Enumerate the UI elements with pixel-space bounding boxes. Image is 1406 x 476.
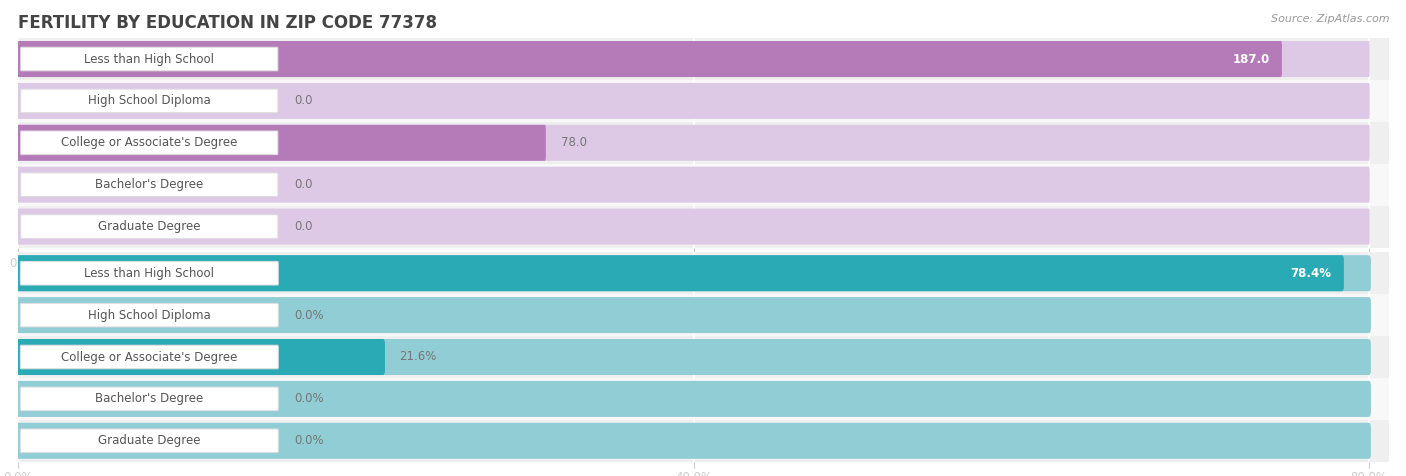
Text: 0.0%: 0.0% (294, 392, 323, 406)
FancyBboxPatch shape (18, 420, 1389, 462)
Text: 0.0: 0.0 (294, 220, 312, 233)
FancyBboxPatch shape (18, 122, 1389, 164)
FancyBboxPatch shape (17, 255, 1344, 291)
FancyBboxPatch shape (17, 381, 1371, 417)
FancyBboxPatch shape (20, 429, 278, 453)
Text: Less than High School: Less than High School (84, 267, 214, 280)
FancyBboxPatch shape (20, 345, 278, 369)
FancyBboxPatch shape (17, 208, 1369, 245)
FancyBboxPatch shape (17, 339, 1371, 375)
FancyBboxPatch shape (17, 167, 1369, 203)
FancyBboxPatch shape (21, 47, 278, 71)
FancyBboxPatch shape (17, 125, 546, 161)
FancyBboxPatch shape (18, 378, 1389, 420)
FancyBboxPatch shape (20, 387, 278, 411)
FancyBboxPatch shape (18, 38, 1389, 80)
FancyBboxPatch shape (17, 423, 1371, 459)
FancyBboxPatch shape (21, 131, 278, 155)
Text: High School Diploma: High School Diploma (89, 308, 211, 322)
Text: High School Diploma: High School Diploma (89, 94, 211, 108)
Text: College or Associate's Degree: College or Associate's Degree (60, 136, 238, 149)
Text: 78.4%: 78.4% (1291, 267, 1331, 280)
FancyBboxPatch shape (17, 255, 1371, 291)
Text: Bachelor's Degree: Bachelor's Degree (96, 178, 204, 191)
FancyBboxPatch shape (17, 83, 1369, 119)
Text: 0.0%: 0.0% (294, 434, 323, 447)
FancyBboxPatch shape (18, 252, 1389, 294)
Text: Less than High School: Less than High School (84, 52, 214, 66)
Text: 0.0%: 0.0% (294, 308, 323, 322)
FancyBboxPatch shape (21, 173, 278, 197)
Text: Source: ZipAtlas.com: Source: ZipAtlas.com (1271, 14, 1389, 24)
FancyBboxPatch shape (17, 41, 1369, 77)
FancyBboxPatch shape (17, 297, 1371, 333)
FancyBboxPatch shape (18, 336, 1389, 378)
FancyBboxPatch shape (18, 164, 1389, 206)
FancyBboxPatch shape (17, 125, 1369, 161)
FancyBboxPatch shape (21, 89, 278, 113)
FancyBboxPatch shape (17, 339, 385, 375)
Text: FERTILITY BY EDUCATION IN ZIP CODE 77378: FERTILITY BY EDUCATION IN ZIP CODE 77378 (18, 14, 437, 32)
Text: 187.0: 187.0 (1233, 52, 1270, 66)
FancyBboxPatch shape (21, 215, 278, 238)
FancyBboxPatch shape (18, 80, 1389, 122)
Text: College or Associate's Degree: College or Associate's Degree (60, 350, 238, 364)
Text: 0.0: 0.0 (294, 94, 312, 108)
Text: 78.0: 78.0 (561, 136, 588, 149)
FancyBboxPatch shape (18, 294, 1389, 336)
FancyBboxPatch shape (18, 206, 1389, 248)
FancyBboxPatch shape (20, 303, 278, 327)
Text: Graduate Degree: Graduate Degree (98, 220, 201, 233)
Text: 21.6%: 21.6% (399, 350, 436, 364)
Text: 0.0: 0.0 (294, 178, 312, 191)
Text: Graduate Degree: Graduate Degree (98, 434, 201, 447)
Text: Bachelor's Degree: Bachelor's Degree (96, 392, 204, 406)
FancyBboxPatch shape (20, 261, 278, 285)
FancyBboxPatch shape (17, 41, 1282, 77)
